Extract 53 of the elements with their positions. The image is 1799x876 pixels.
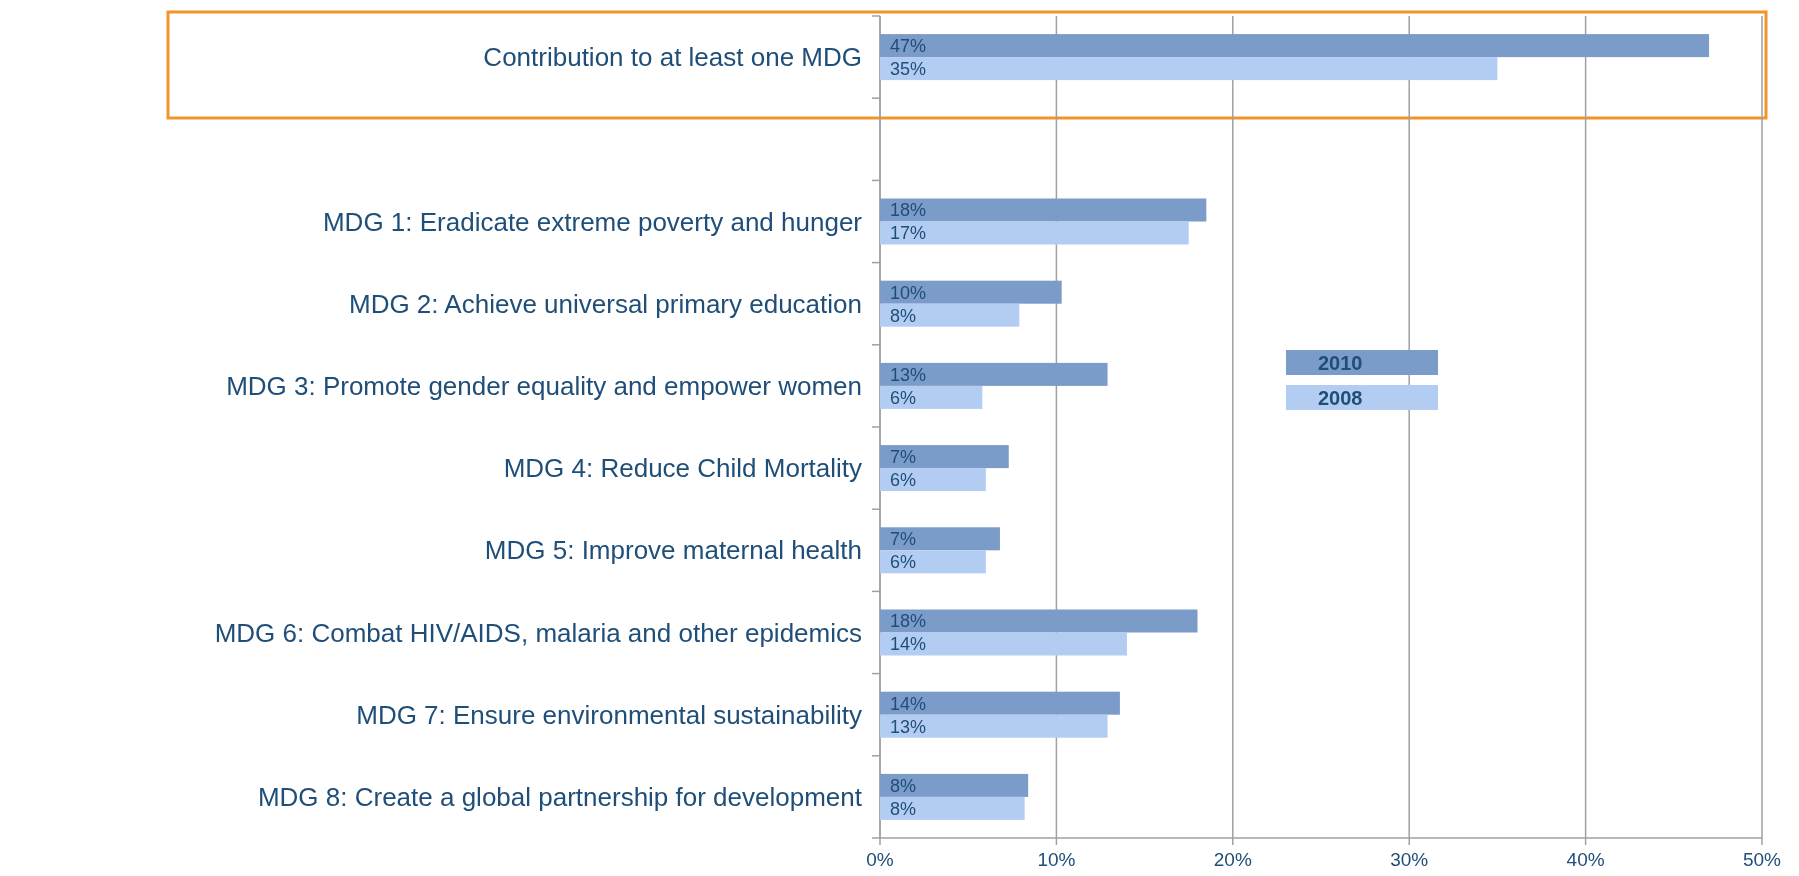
legend-label: 2010 [1318,351,1363,374]
data-label: 8% [890,305,917,326]
y-tick-label: Contribution to at least one MDG [483,42,862,73]
y-tick-label: MDG 1: Eradicate extreme poverty and hunger [322,206,863,237]
data-label: 18% [890,611,927,632]
data-label: 47% [890,35,927,56]
x-tick-label: 0% [866,849,894,870]
x-tick-label: 50% [1742,849,1782,870]
bar [880,527,1000,551]
data-label: 8% [890,798,917,819]
bar [880,445,1009,469]
bar [880,691,1120,715]
data-label: 7% [890,529,917,550]
data-label: 35% [890,58,927,79]
bar [880,57,1498,81]
y-tick-label: MDG 6: Combat HIV/AIDS, malaria and other epidemics [214,617,862,648]
legend-label: 2008 [1318,386,1363,409]
x-tick-label: 30% [1390,849,1429,870]
bar [880,198,1207,222]
data-label: 6% [890,552,917,573]
data-label: 6% [890,387,917,408]
bar [880,34,1710,58]
y-tick-label: MDG 3: Promote gender equality and empower women [226,371,862,401]
y-tick-label: MDG 4: Reduce Child Mortality [503,453,862,484]
bar [880,362,1108,386]
bar [880,773,1029,797]
data-label: 14% [890,693,927,714]
bar [880,468,986,492]
bar [880,385,983,409]
bar [880,550,986,574]
data-label: 8% [890,775,917,796]
y-tick-label: MDG 7: Ensure environmental sustainability [356,699,862,730]
y-tick-label: MDG 5: Improve maternal health [484,535,862,566]
y-tick-label: MDG 8: Create a global partnership for development [257,782,863,812]
bar [880,609,1198,633]
data-label: 14% [890,634,927,655]
bar [880,303,1020,327]
y-tick-label: MDG 2: Achieve universal primary education [348,288,862,319]
data-label: 17% [890,223,927,244]
data-label: 13% [890,364,927,385]
data-label: 13% [890,716,927,737]
x-tick-label: 20% [1213,849,1252,870]
bar [880,714,1108,738]
data-label: 18% [890,200,927,221]
bar [880,221,1189,245]
data-label: 6% [890,469,917,490]
x-tick-label: 10% [1037,849,1076,870]
x-tick-label: 40% [1566,849,1605,870]
bar [880,632,1127,656]
bar [880,280,1062,304]
bar [880,796,1025,820]
data-label: 10% [890,282,927,303]
data-label: 7% [890,446,917,467]
